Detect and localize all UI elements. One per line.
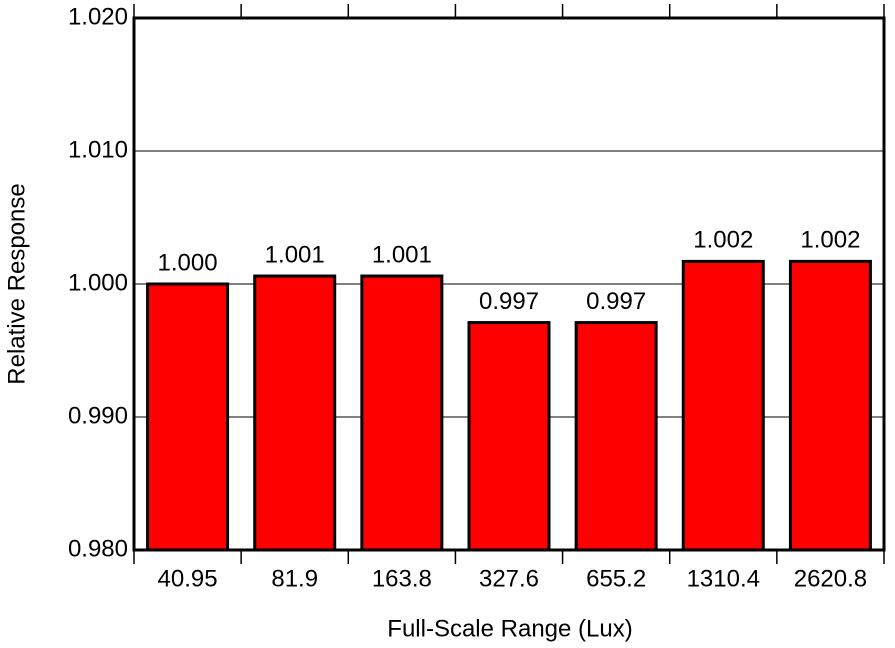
x-tick-label: 2620.8 (794, 565, 867, 592)
x-tick-label: 327.6 (479, 565, 539, 592)
y-tick-label: 0.980 (68, 535, 128, 562)
y-tick-label: 1.020 (68, 3, 128, 30)
x-tick-label: 655.2 (586, 565, 646, 592)
bar (681, 259, 765, 552)
x-tick-label: 81.9 (271, 565, 318, 592)
bar (788, 259, 872, 552)
y-tick-label: 1.010 (68, 136, 128, 163)
y-axis-title: Relative Response (3, 183, 30, 384)
x-tick-label: 163.8 (372, 565, 432, 592)
data-label: 1.000 (158, 249, 218, 276)
bar (253, 274, 337, 552)
x-axis-title: Full-Scale Range (Lux) (387, 615, 632, 642)
y-tick-label: 0.990 (68, 402, 128, 429)
y-tick-label: 1.000 (68, 269, 128, 296)
bar (146, 282, 230, 552)
data-label: 0.997 (586, 288, 646, 315)
data-label: 1.001 (265, 241, 325, 268)
data-label: 1.001 (372, 241, 432, 268)
data-label: 1.002 (693, 227, 753, 254)
x-tick-label: 1310.4 (687, 565, 760, 592)
x-tick-label: 40.95 (158, 565, 218, 592)
bar (360, 274, 444, 552)
plot-frame (132, 16, 886, 552)
data-label: 0.997 (479, 288, 539, 315)
bar (467, 321, 551, 552)
data-label: 1.002 (800, 227, 860, 254)
bar (574, 321, 658, 552)
